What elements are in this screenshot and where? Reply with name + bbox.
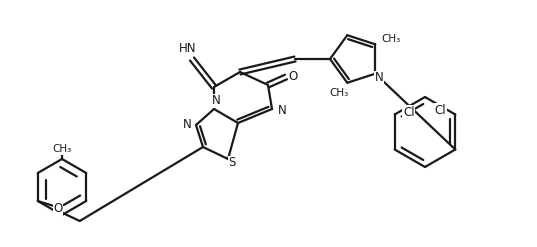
Text: Cl: Cl [403,106,415,119]
Text: N: N [375,71,383,84]
Text: S: S [228,157,236,169]
Text: N: N [212,95,220,107]
Text: N: N [278,104,286,118]
Text: CH₃: CH₃ [53,144,71,154]
Text: O: O [288,70,297,83]
Text: O: O [53,203,62,215]
Text: HN: HN [179,42,197,56]
Text: N: N [183,119,191,131]
Text: CH₃: CH₃ [330,88,349,98]
Text: Cl: Cl [434,104,446,117]
Text: CH₃: CH₃ [382,34,401,44]
